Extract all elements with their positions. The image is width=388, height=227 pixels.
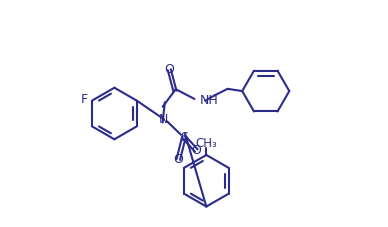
Text: O: O [165,63,174,76]
Text: O: O [173,153,183,166]
Text: S: S [180,131,188,143]
Text: CH₃: CH₃ [196,137,217,150]
Text: N: N [159,113,168,126]
Text: F: F [81,93,88,106]
Text: NH: NH [199,94,218,106]
Text: O: O [191,144,201,157]
